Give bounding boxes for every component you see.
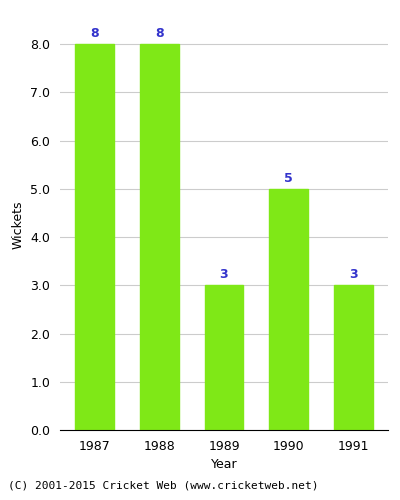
Text: 5: 5 — [284, 172, 293, 185]
Text: 8: 8 — [155, 28, 164, 40]
Bar — [334, 286, 373, 430]
Bar — [269, 189, 308, 430]
Bar — [140, 44, 179, 430]
X-axis label: Year: Year — [211, 458, 237, 471]
Y-axis label: Wickets: Wickets — [12, 200, 25, 249]
Text: 8: 8 — [90, 28, 99, 40]
Text: (C) 2001-2015 Cricket Web (www.cricketweb.net): (C) 2001-2015 Cricket Web (www.cricketwe… — [8, 480, 318, 490]
Bar — [75, 44, 114, 430]
Text: 3: 3 — [220, 268, 228, 281]
Text: 3: 3 — [349, 268, 358, 281]
Bar — [204, 286, 244, 430]
